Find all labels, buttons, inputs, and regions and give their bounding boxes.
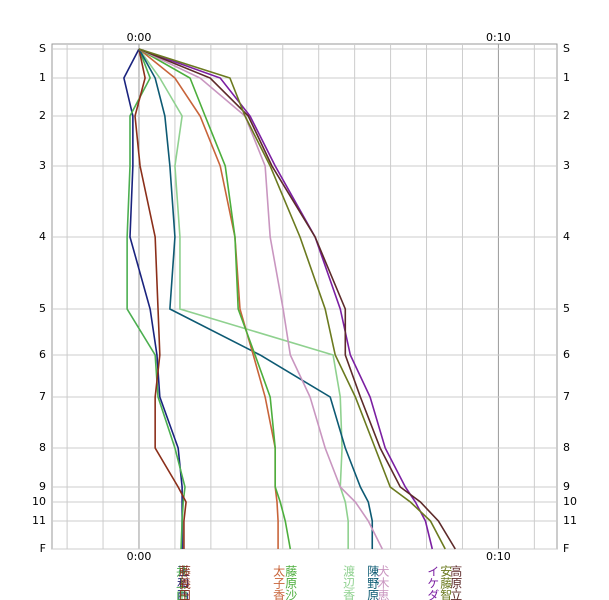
series-line <box>138 48 374 549</box>
y-tick-label: 4 <box>563 230 570 243</box>
y-tick-label: F <box>40 542 46 555</box>
series-line <box>138 48 384 550</box>
y-tick-label: 11 <box>563 514 577 527</box>
y-tick-label: 5 <box>563 302 570 315</box>
y-tick-label: 9 <box>563 480 570 493</box>
y-tick-label: 2 <box>563 109 570 122</box>
y-tick-label: 7 <box>39 390 46 403</box>
series-name: 陳野原 <box>366 565 380 600</box>
series-line <box>138 48 434 550</box>
series-line <box>138 48 456 550</box>
series-line <box>138 48 279 549</box>
series-line <box>134 48 187 549</box>
y-tick-label: 2 <box>39 109 46 122</box>
y-tick-label: 5 <box>39 302 46 315</box>
y-tick-label: 8 <box>563 441 570 454</box>
x-tick-label: 0:10 <box>486 550 511 563</box>
series-name: イケダ <box>426 565 440 600</box>
series-name: 王和西 <box>176 565 190 600</box>
y-tick-label: 1 <box>39 71 46 84</box>
y-tick-label: 4 <box>39 230 46 243</box>
y-tick-label: F <box>563 542 569 555</box>
series-name: 太子香 <box>272 564 286 600</box>
y-tick-label: S <box>39 42 46 55</box>
series-name: 高原立 <box>449 564 463 600</box>
series-name: 犬木恵 <box>376 565 390 600</box>
y-tick-label: 3 <box>563 159 570 172</box>
x-tick-label: 0:00 <box>127 550 152 563</box>
y-tick-label: 3 <box>39 159 46 172</box>
series-line <box>138 48 292 550</box>
y-tick-label: 6 <box>39 348 46 361</box>
series-name: 藤義田 <box>177 565 191 600</box>
series-line <box>138 48 349 549</box>
y-tick-label: 1 <box>563 71 570 84</box>
x-tick-label: 0:00 <box>127 31 152 44</box>
x-tick-label: 0:10 <box>486 31 511 44</box>
y-tick-label: 9 <box>39 480 46 493</box>
series-line <box>123 48 183 549</box>
y-tick-label: S <box>563 42 570 55</box>
series-line <box>126 48 186 550</box>
series-line <box>138 48 446 550</box>
y-tick-label: 10 <box>563 495 577 508</box>
series-name: 安藤智 <box>439 564 453 600</box>
series-name: 井上由 <box>175 565 189 600</box>
y-tick-label: 7 <box>563 390 570 403</box>
y-tick-label: 10 <box>32 495 46 508</box>
series-name: 藤原沙 <box>284 565 298 600</box>
y-tick-label: 11 <box>32 514 46 527</box>
series-name: 渡辺香 <box>342 564 356 600</box>
y-tick-label: 6 <box>563 348 570 361</box>
y-tick-label: 8 <box>39 441 46 454</box>
